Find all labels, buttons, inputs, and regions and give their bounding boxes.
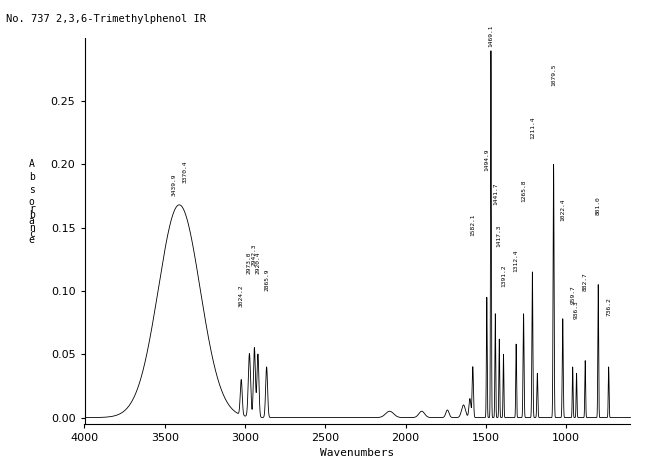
Text: 882.7: 882.7 — [582, 272, 588, 291]
Text: 1265.8: 1265.8 — [521, 180, 526, 203]
Text: o: o — [29, 197, 34, 207]
Text: 3439.9: 3439.9 — [172, 173, 177, 196]
Text: a: a — [29, 216, 34, 226]
Text: 1441.7: 1441.7 — [493, 182, 498, 205]
Text: 2920.4: 2920.4 — [255, 252, 261, 275]
Text: c: c — [29, 229, 34, 239]
Text: 1417.3: 1417.3 — [497, 224, 502, 247]
Text: 2865.9: 2865.9 — [264, 268, 269, 291]
Text: 1494.9: 1494.9 — [484, 148, 489, 171]
Text: 2973.0: 2973.0 — [247, 252, 252, 275]
Text: 2942.3: 2942.3 — [252, 243, 257, 266]
Text: b: b — [29, 172, 34, 182]
Text: 959.7: 959.7 — [570, 285, 575, 304]
Text: 1391.2: 1391.2 — [501, 265, 506, 287]
Text: 1022.4: 1022.4 — [560, 199, 565, 221]
Text: No. 737 2,3,6-Trimethylphenol IR: No. 737 2,3,6-Trimethylphenol IR — [6, 14, 207, 24]
Text: A: A — [29, 159, 34, 169]
Text: 1582.1: 1582.1 — [471, 214, 475, 236]
Text: r: r — [29, 203, 34, 214]
Text: 1211.4: 1211.4 — [530, 116, 535, 139]
Text: 1312.4: 1312.4 — [514, 250, 519, 272]
Text: b: b — [29, 210, 34, 220]
Text: 3370.4: 3370.4 — [183, 161, 188, 183]
Text: 1079.5: 1079.5 — [551, 63, 556, 86]
Text: e: e — [29, 236, 34, 245]
Text: 936.3: 936.3 — [574, 300, 579, 319]
X-axis label: Wavenumbers: Wavenumbers — [320, 448, 395, 458]
Text: 3024.2: 3024.2 — [239, 285, 244, 308]
Text: 736.2: 736.2 — [606, 298, 611, 316]
Text: s: s — [29, 185, 34, 195]
Text: n: n — [29, 223, 34, 233]
Text: 1469.1: 1469.1 — [488, 24, 493, 47]
Text: 801.0: 801.0 — [595, 196, 601, 215]
